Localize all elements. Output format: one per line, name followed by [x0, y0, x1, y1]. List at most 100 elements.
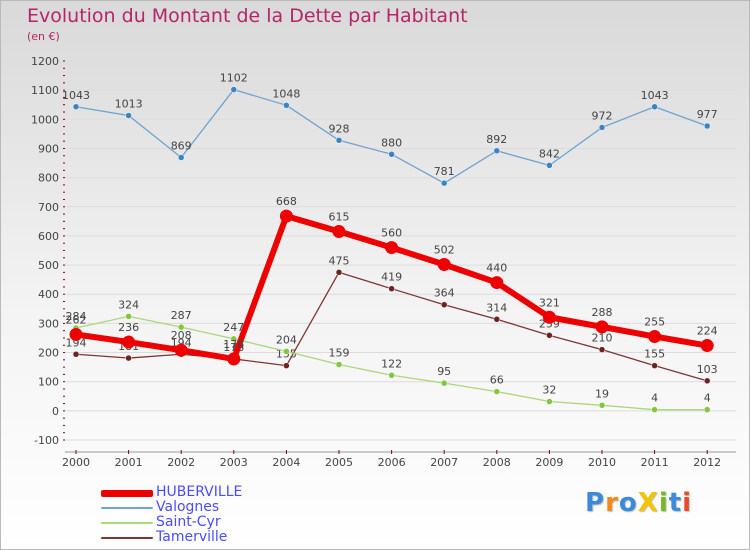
data-point-saint-cyr — [440, 379, 448, 387]
data-label-saint-cyr: 32 — [542, 384, 556, 397]
data-label-huberville: 224 — [697, 325, 718, 338]
data-point-saint-cyr — [703, 406, 711, 413]
legend-item-saint-cyr: Saint-Cyr — [101, 515, 301, 530]
x-tick-label: 2006 — [378, 456, 406, 469]
legend-label: Tamerville — [156, 529, 228, 545]
legend-swatch — [101, 490, 153, 497]
data-label-huberville: 560 — [381, 227, 402, 240]
data-point-tamerville — [493, 316, 501, 323]
data-point-huberville — [437, 257, 451, 271]
data-label-saint-cyr: 4 — [704, 392, 711, 405]
data-point-huberville — [490, 276, 504, 290]
logo-letter: o — [618, 488, 638, 518]
x-tick-label: 2007 — [430, 456, 458, 469]
data-label-huberville: 615 — [329, 211, 350, 224]
legend-item-valognes: Valognes — [101, 500, 301, 515]
data-label-tamerville: 194 — [171, 336, 192, 349]
x-tick-label: 2009 — [535, 456, 563, 469]
data-point-tamerville — [651, 362, 658, 369]
data-label-tamerville: 314 — [486, 301, 507, 314]
data-point-saint-cyr — [230, 335, 238, 343]
x-tick-label: 2003 — [220, 456, 248, 469]
data-label-valognes: 1043 — [641, 89, 669, 102]
data-label-huberville: 236 — [118, 321, 139, 334]
data-label-saint-cyr: 4 — [651, 392, 658, 405]
data-point-saint-cyr — [651, 406, 658, 413]
data-label-huberville: 440 — [486, 262, 507, 275]
data-point-huberville — [648, 330, 662, 344]
data-label-tamerville: 210 — [592, 332, 613, 345]
y-tick-label: 500 — [38, 259, 59, 272]
data-point-valognes — [283, 102, 290, 109]
data-point-huberville — [542, 310, 556, 324]
data-point-valognes — [546, 162, 553, 169]
data-point-tamerville — [388, 285, 395, 292]
data-label-huberville: 668 — [276, 195, 297, 208]
data-point-saint-cyr — [177, 323, 185, 331]
x-tick-label: 2010 — [588, 456, 616, 469]
y-tick-label: 300 — [38, 317, 59, 330]
data-label-valognes: 880 — [381, 136, 402, 149]
data-label-valognes: 1102 — [220, 72, 248, 85]
data-point-tamerville — [125, 354, 132, 362]
data-label-valognes: 1043 — [62, 89, 90, 102]
data-label-tamerville: 364 — [434, 287, 455, 300]
legend: HUBERVILLE Valognes Saint-Cyr Tamerville — [101, 485, 301, 545]
data-label-tamerville: 103 — [697, 363, 718, 376]
y-tick-label: 800 — [38, 172, 59, 185]
data-point-saint-cyr — [493, 388, 501, 395]
data-point-tamerville — [546, 332, 553, 339]
data-point-saint-cyr — [125, 313, 132, 320]
data-point-saint-cyr — [283, 348, 290, 355]
legend-swatch — [101, 507, 153, 509]
data-label-valognes: 1048 — [272, 87, 300, 100]
data-point-tamerville — [72, 351, 80, 358]
data-point-saint-cyr — [546, 398, 553, 405]
unit-label: (en €) — [27, 30, 60, 43]
data-point-valognes — [651, 103, 658, 111]
logo-letter: P — [585, 488, 606, 518]
y-tick-label: 200 — [38, 347, 59, 360]
data-label-saint-cyr: 324 — [118, 298, 139, 311]
data-label-huberville: 321 — [539, 296, 560, 309]
data-point-valognes — [598, 124, 606, 131]
data-label-huberville: 262 — [66, 313, 87, 326]
logo-letter: X — [637, 488, 659, 518]
data-point-valognes — [230, 86, 238, 93]
data-label-saint-cyr: 284 — [66, 310, 87, 323]
data-label-saint-cyr: 66 — [490, 374, 504, 387]
data-point-huberville — [385, 241, 399, 255]
data-label-tamerville: 475 — [329, 254, 350, 267]
x-tick-label: 2002 — [167, 456, 195, 469]
y-tick-label: 1000 — [31, 113, 59, 126]
data-point-valognes — [703, 122, 711, 130]
data-label-saint-cyr: 287 — [171, 309, 192, 322]
data-label-huberville: 208 — [171, 329, 192, 342]
x-tick-label: 2012 — [693, 456, 721, 469]
legend-swatch — [101, 522, 153, 524]
data-label-valognes: 869 — [171, 139, 192, 152]
legend-item-tamerville: Tamerville — [101, 530, 301, 545]
data-point-huberville — [174, 343, 188, 357]
y-tick-label: 600 — [38, 230, 59, 243]
data-point-tamerville — [440, 301, 448, 308]
data-label-valognes: 972 — [592, 109, 613, 122]
data-point-valognes — [125, 112, 132, 119]
proxiti-logo: ProXiti — [585, 488, 692, 518]
data-point-saint-cyr — [598, 402, 606, 409]
legend-item-huberville: HUBERVILLE — [101, 485, 301, 500]
data-label-valognes: 977 — [697, 108, 718, 121]
legend-label: Valognes — [156, 499, 220, 515]
data-point-valognes — [493, 147, 501, 155]
data-label-huberville: 178 — [223, 338, 244, 351]
legend-label: HUBERVILLE — [156, 484, 243, 500]
data-label-saint-cyr: 204 — [276, 333, 297, 346]
data-point-saint-cyr — [335, 361, 343, 368]
data-label-tamerville: 419 — [381, 271, 402, 284]
data-point-valognes — [177, 154, 185, 161]
data-label-valognes: 928 — [329, 122, 350, 135]
y-tick-label: 400 — [38, 288, 59, 301]
data-label-saint-cyr: 95 — [437, 365, 451, 378]
y-tick-label: 700 — [38, 201, 59, 214]
